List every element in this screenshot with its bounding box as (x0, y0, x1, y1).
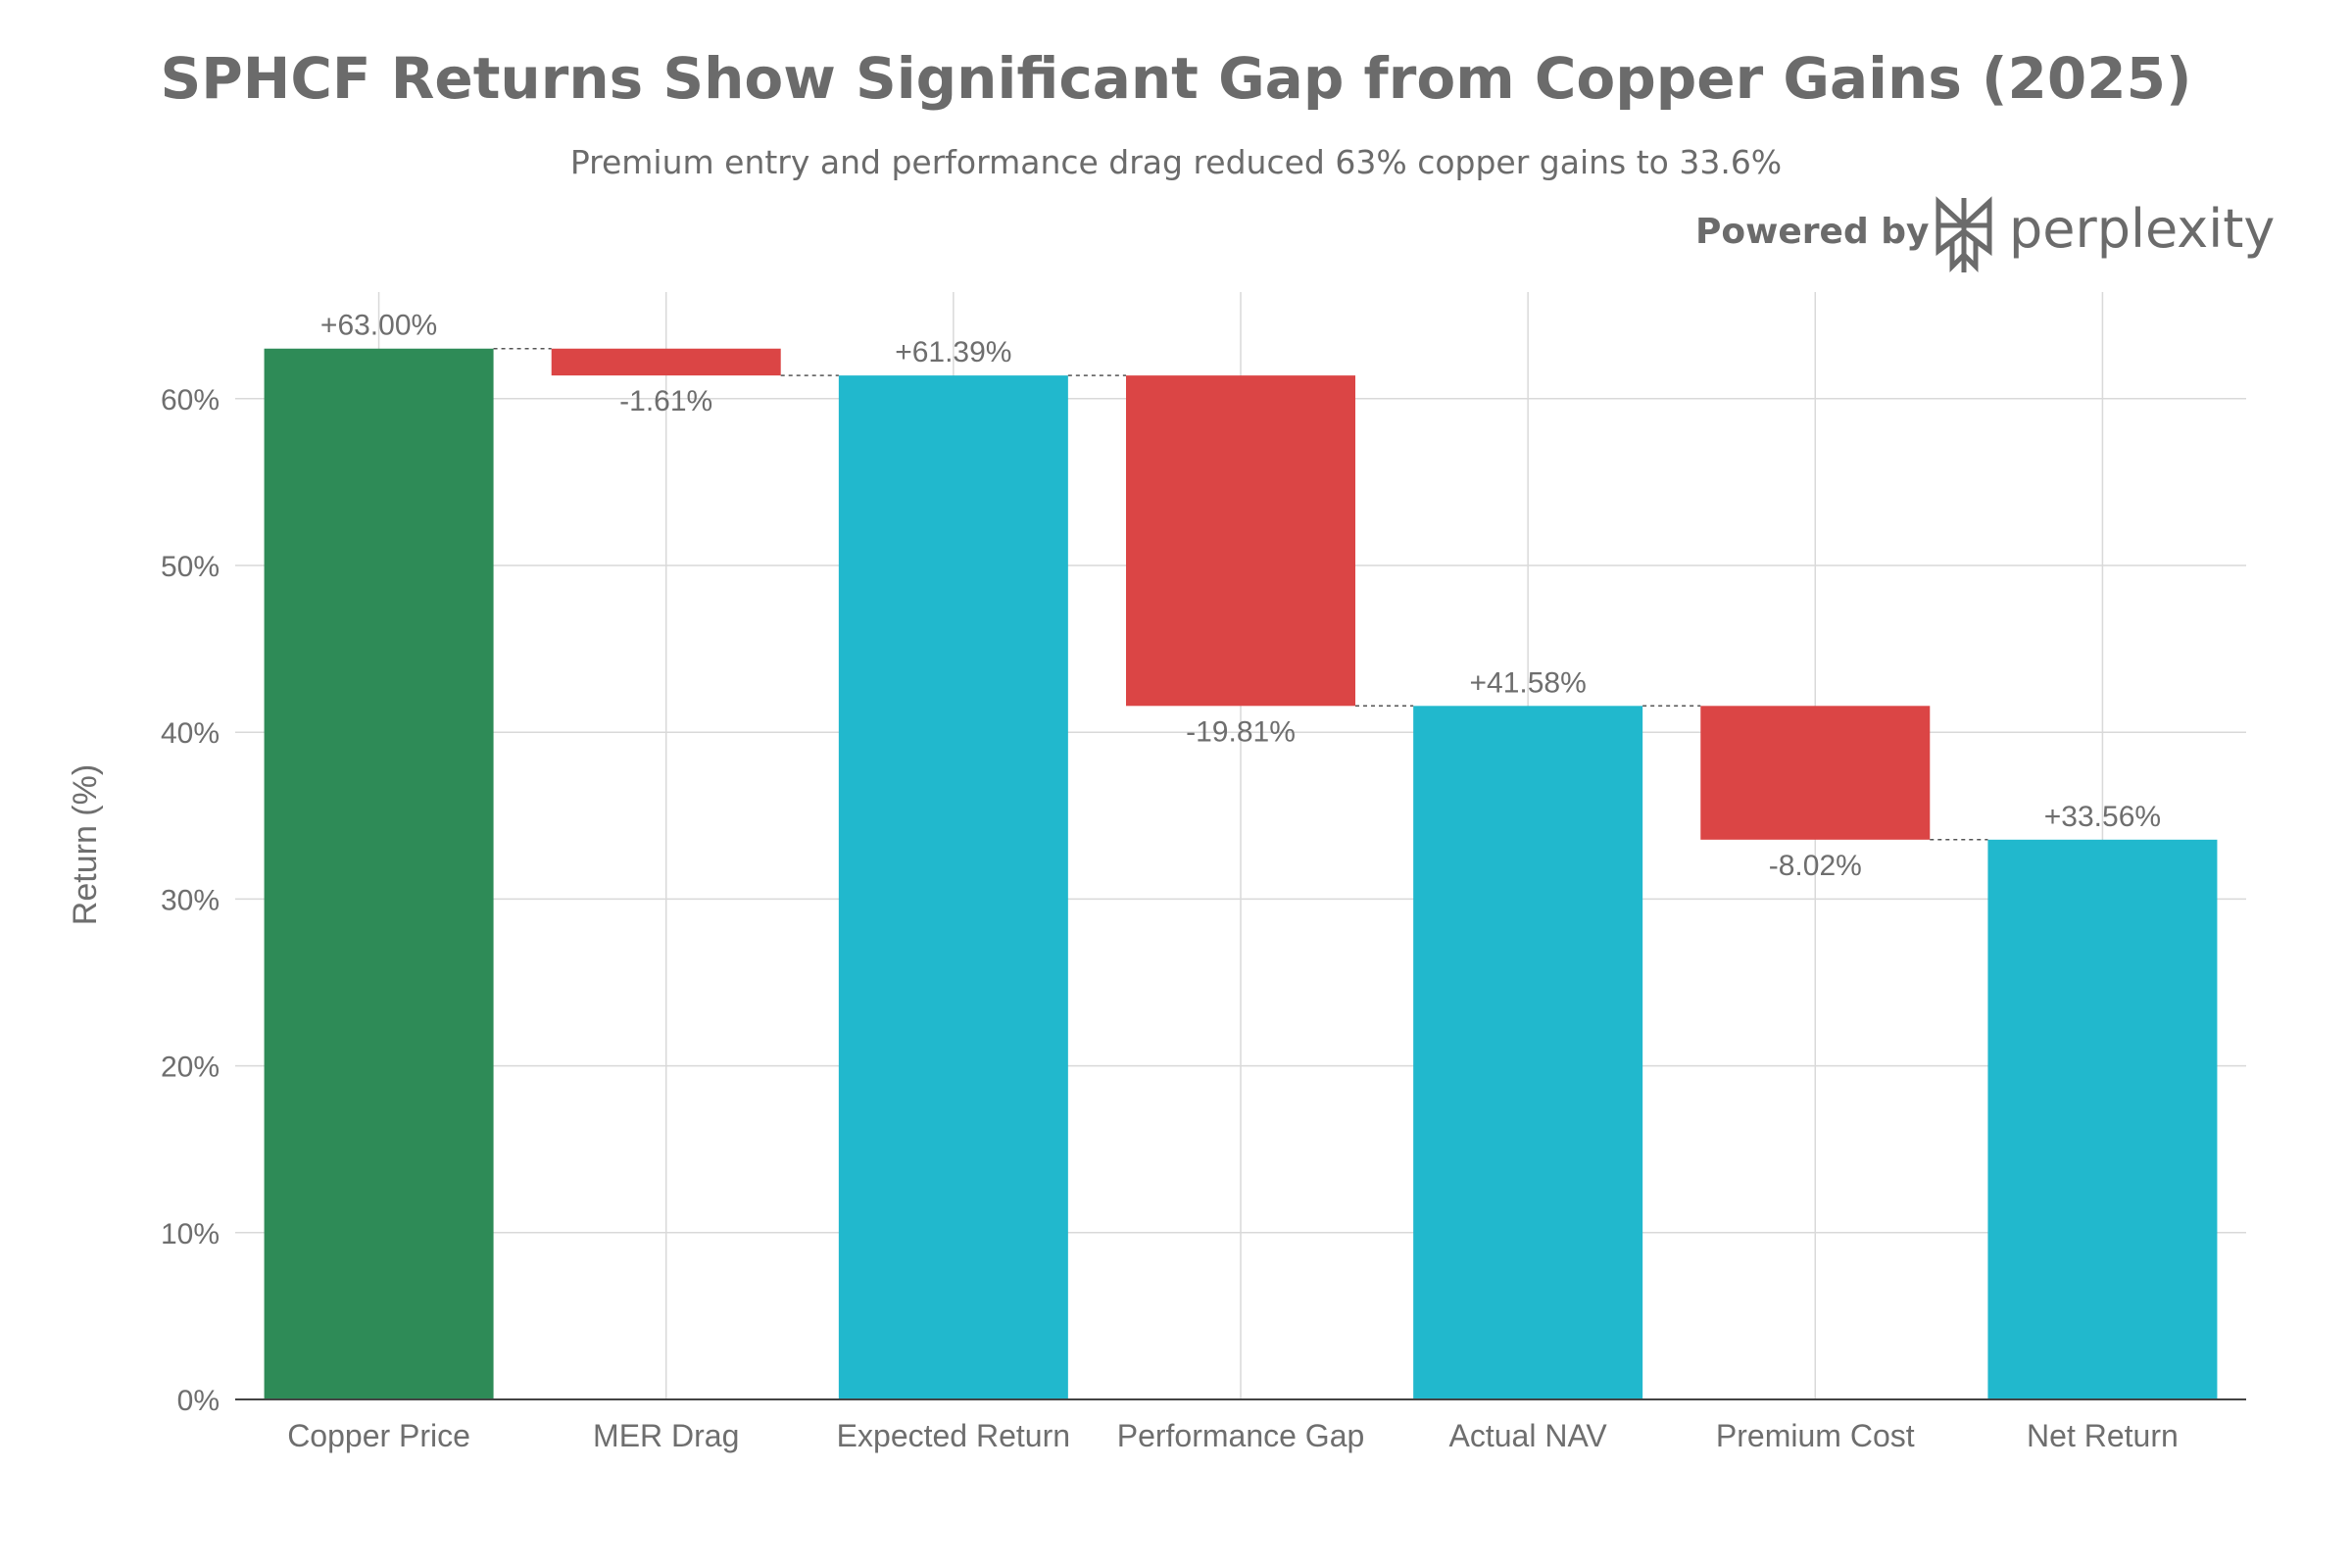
bar-net-return (1987, 839, 2218, 1399)
x-tick-label: Expected Return (837, 1418, 1070, 1453)
powered-by-label: Powered by (1695, 212, 1930, 252)
data-label: -1.61% (619, 385, 712, 417)
chart-subtitle: Premium entry and performance drag reduc… (569, 143, 1783, 181)
bar-mer-drag (551, 348, 781, 376)
x-tick-label: Premium Cost (1716, 1418, 1915, 1453)
x-tick-label: Net Return (2027, 1418, 2179, 1453)
bar-performance-gap (1126, 375, 1355, 707)
y-tick-label: 30% (161, 884, 220, 916)
x-tick-label: Copper Price (287, 1418, 470, 1453)
y-tick-label: 40% (161, 717, 220, 750)
data-label: +63.00% (320, 310, 437, 342)
data-label: +33.56% (2044, 801, 2161, 833)
labels-layer: +63.00% -1.61% +61.39% -19.81% +41.58% -8.02%… (320, 310, 2161, 882)
bar-expected-return (838, 375, 1068, 1399)
y-tick-label: 20% (161, 1052, 220, 1084)
y-axis-label: Return (%) (67, 764, 104, 925)
data-label: -19.81% (1186, 715, 1296, 748)
ticks-layer: 0% 10% 20% 30% 40% 50% 60% Copper Price MER Drag… (161, 384, 2179, 1453)
x-tick-label: MER Drag (593, 1418, 739, 1453)
chart-title: SPHCF Returns Show Significant Gap from … (160, 45, 2192, 112)
bar-copper-price (264, 348, 494, 1399)
data-label: -8.02% (1769, 850, 1862, 882)
bar-actual-nav (1413, 706, 1643, 1399)
x-tick-label: Actual NAV (1449, 1418, 1608, 1453)
bars-layer (264, 348, 2218, 1399)
x-tick-label: Performance Gap (1117, 1418, 1365, 1453)
y-tick-label: 10% (161, 1218, 220, 1250)
bar-premium-cost (1700, 706, 1931, 840)
perplexity-wordmark: perplexity (2009, 198, 2276, 260)
y-tick-label: 60% (161, 384, 220, 416)
data-label: +61.39% (895, 336, 1011, 368)
y-tick-label: 50% (161, 551, 220, 583)
y-tick-label: 0% (177, 1385, 220, 1417)
connectors-layer (493, 347, 1988, 841)
data-label: +41.58% (1470, 666, 1587, 699)
powered-by-branding: Powered by perplexity (1695, 196, 2275, 274)
perplexity-logo-icon (1936, 196, 1992, 273)
